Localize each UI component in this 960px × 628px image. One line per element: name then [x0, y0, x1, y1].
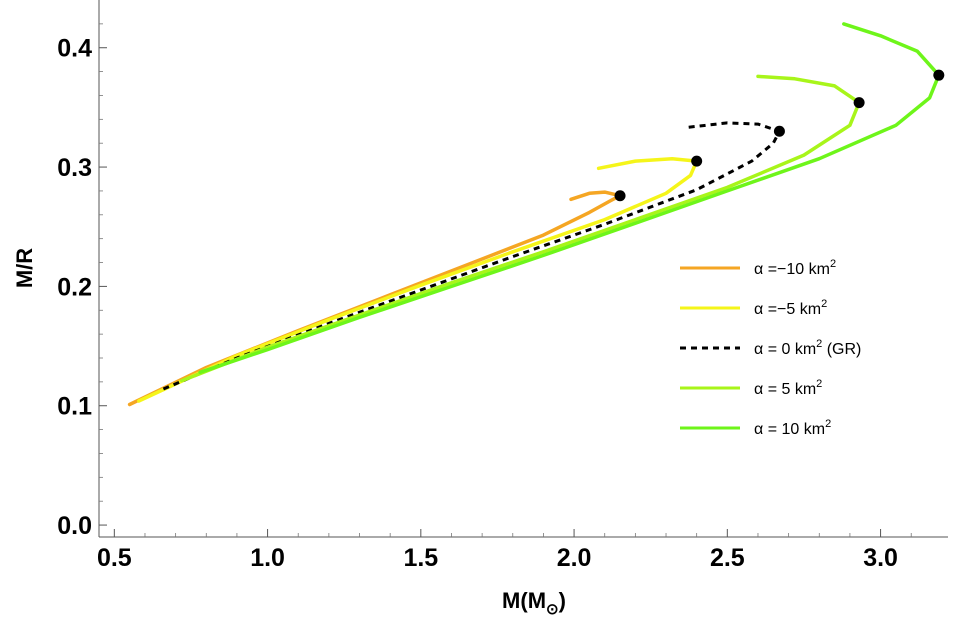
x-tick-label: 0.5 [97, 544, 132, 572]
series-line-4 [198, 22, 941, 375]
x-tick-label: 2.0 [557, 544, 592, 572]
max-mass-point-3 [853, 97, 865, 109]
max-mass-point-4 [933, 69, 945, 81]
legend-label-2: α = 0 km2 (GR) [754, 338, 861, 358]
max-mass-point-2 [773, 125, 785, 137]
series-line-2 [162, 121, 781, 391]
series-line-3 [180, 74, 861, 383]
y-tick-label: 0.4 [57, 35, 92, 63]
x-tick-label: 1.0 [250, 544, 285, 572]
x-axis-label-sub: ⊙ [546, 601, 559, 618]
y-tick-label: 0.3 [57, 154, 92, 182]
max-mass-point-0 [614, 190, 626, 202]
max-points [614, 69, 945, 202]
y-tick-label: 0.0 [57, 512, 92, 540]
series-group [127, 22, 941, 407]
x-tick-label: 2.5 [710, 544, 745, 572]
y-tick-label: 0.2 [57, 273, 92, 301]
axes: 0.5 1.0 1.5 2.0 2.5 3.0 0.0 0.1 0.2 0.3 0.4 [57, 0, 948, 572]
y-axis-label: M/R [12, 248, 37, 288]
legend-label-0: α =−10 km2 [754, 258, 836, 278]
y-ticks: 0.0 0.1 0.2 0.3 0.4 [57, 23, 107, 540]
series-line-1 [137, 156, 699, 403]
x-tick-label: 1.5 [403, 544, 438, 572]
x-tick-label: 3.0 [863, 544, 898, 572]
legend: α =−10 km2 α =−5 km2 α = 0 km2 (GR) α = 5 k… [680, 258, 861, 438]
max-mass-point-1 [691, 155, 703, 167]
legend-label-3: α = 5 km2 [754, 378, 822, 398]
legend-label-4: α = 10 km2 [754, 418, 831, 438]
y-tick-label: 0.1 [57, 393, 92, 421]
legend-label-1: α =−5 km2 [754, 298, 827, 318]
x-axis-label-close: ) [559, 588, 566, 613]
x-ticks: 0.5 1.0 1.5 2.0 2.5 3.0 [97, 529, 912, 572]
x-axis-label: M(M⊙) [502, 588, 566, 618]
